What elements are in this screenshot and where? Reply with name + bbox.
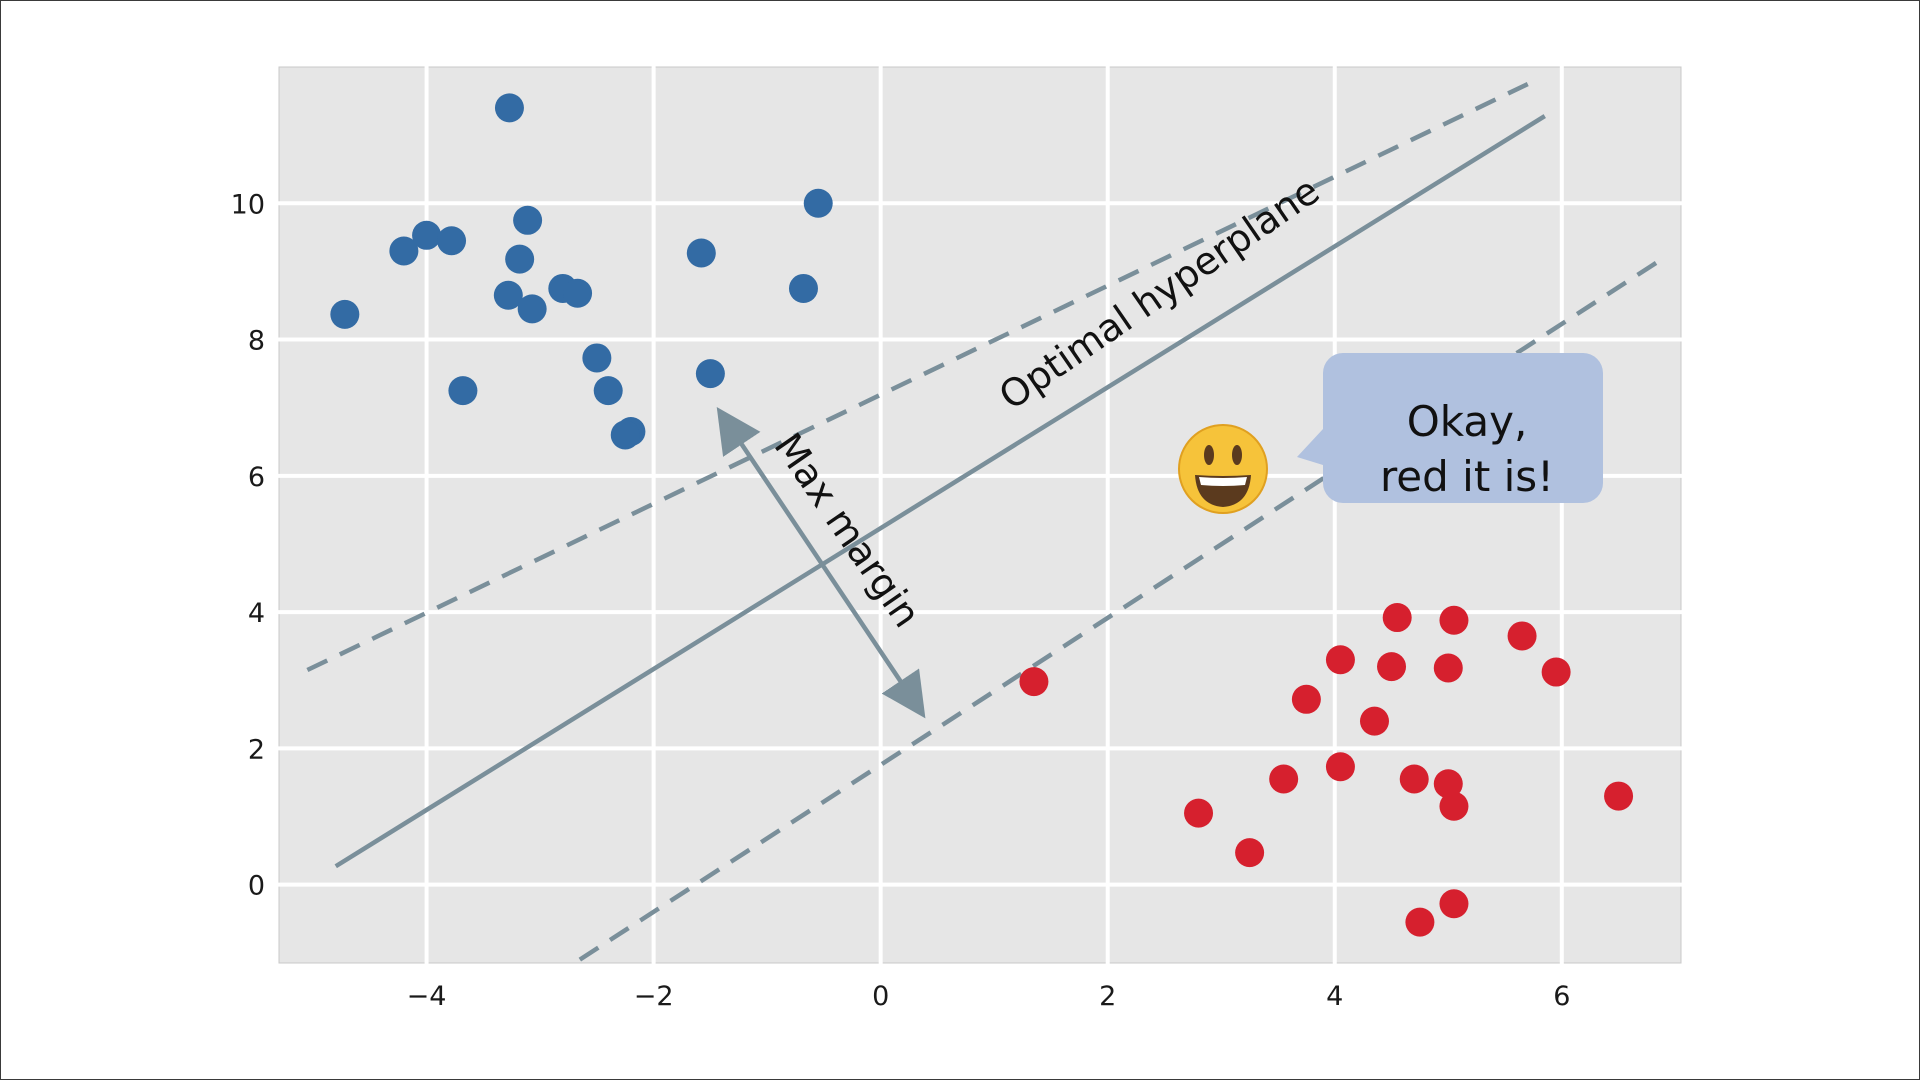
red-point [1291, 684, 1321, 714]
blue-point [412, 220, 442, 250]
x-axis-ticks: −4 −2 0 2 4 6 [407, 981, 1571, 1012]
decision-lines [306, 82, 1666, 962]
red-point [1541, 657, 1571, 687]
red-point [1405, 907, 1435, 937]
blue-point [513, 205, 543, 235]
red-point [1399, 764, 1429, 794]
red-point [1439, 791, 1469, 821]
blue-point [505, 244, 535, 274]
margin-dashed-line [306, 82, 1529, 673]
red-point [1377, 652, 1407, 682]
y-tick-label: 6 [248, 462, 265, 493]
x-tick-label: −2 [634, 981, 674, 1012]
y-tick-label: 8 [248, 326, 265, 357]
red-point [1019, 667, 1049, 697]
red-point [1507, 621, 1537, 651]
red-point [1433, 769, 1463, 799]
y-tick-label: 4 [248, 598, 265, 629]
red-point [1325, 645, 1355, 675]
blue-point [803, 188, 833, 218]
red-point [1382, 603, 1412, 633]
x-tick-label: −4 [407, 981, 447, 1012]
blue-point [448, 376, 478, 406]
x-tick-label: 6 [1553, 981, 1570, 1012]
bubble-line-2: red it is! [1380, 452, 1554, 501]
max-margin-arrow [716, 407, 926, 719]
blue-point [389, 236, 419, 266]
grinning-face-icon [1178, 424, 1268, 514]
red-point [1433, 653, 1463, 683]
hyperplane-line [334, 114, 1546, 869]
y-tick-label: 2 [248, 734, 265, 765]
y-axis-ticks: 0 2 4 6 8 10 [231, 189, 265, 901]
blue-point [788, 273, 818, 303]
red-point [1325, 752, 1355, 782]
blue-point [493, 280, 523, 310]
red-point [1184, 798, 1214, 828]
y-tick-label: 10 [231, 189, 265, 220]
x-tick-label: 0 [872, 981, 889, 1012]
blue-point [517, 294, 547, 324]
grid-lines [271, 59, 1689, 971]
blue-point [494, 93, 524, 123]
blue-point [686, 238, 716, 268]
x-tick-label: 2 [1099, 981, 1116, 1012]
blue-point [437, 226, 467, 256]
red-point [1604, 781, 1634, 811]
blue-point [610, 420, 640, 450]
blue-point [695, 359, 725, 389]
red-point [1359, 706, 1389, 736]
bubble-line-1: Okay, [1407, 397, 1528, 446]
blue-point [563, 278, 593, 308]
y-tick-label: 0 [248, 871, 265, 902]
red-point [1235, 838, 1265, 868]
speech-bubble-shape [1297, 353, 1603, 503]
blue-point [593, 376, 623, 406]
blue-point [582, 343, 612, 373]
data-points [330, 93, 1634, 937]
blue-point [330, 299, 360, 329]
x-tick-label: 4 [1326, 981, 1343, 1012]
red-point [1439, 889, 1469, 919]
speech-bubble: Okay, red it is! [1297, 353, 1603, 503]
red-point [1269, 764, 1299, 794]
red-point [1439, 605, 1469, 635]
